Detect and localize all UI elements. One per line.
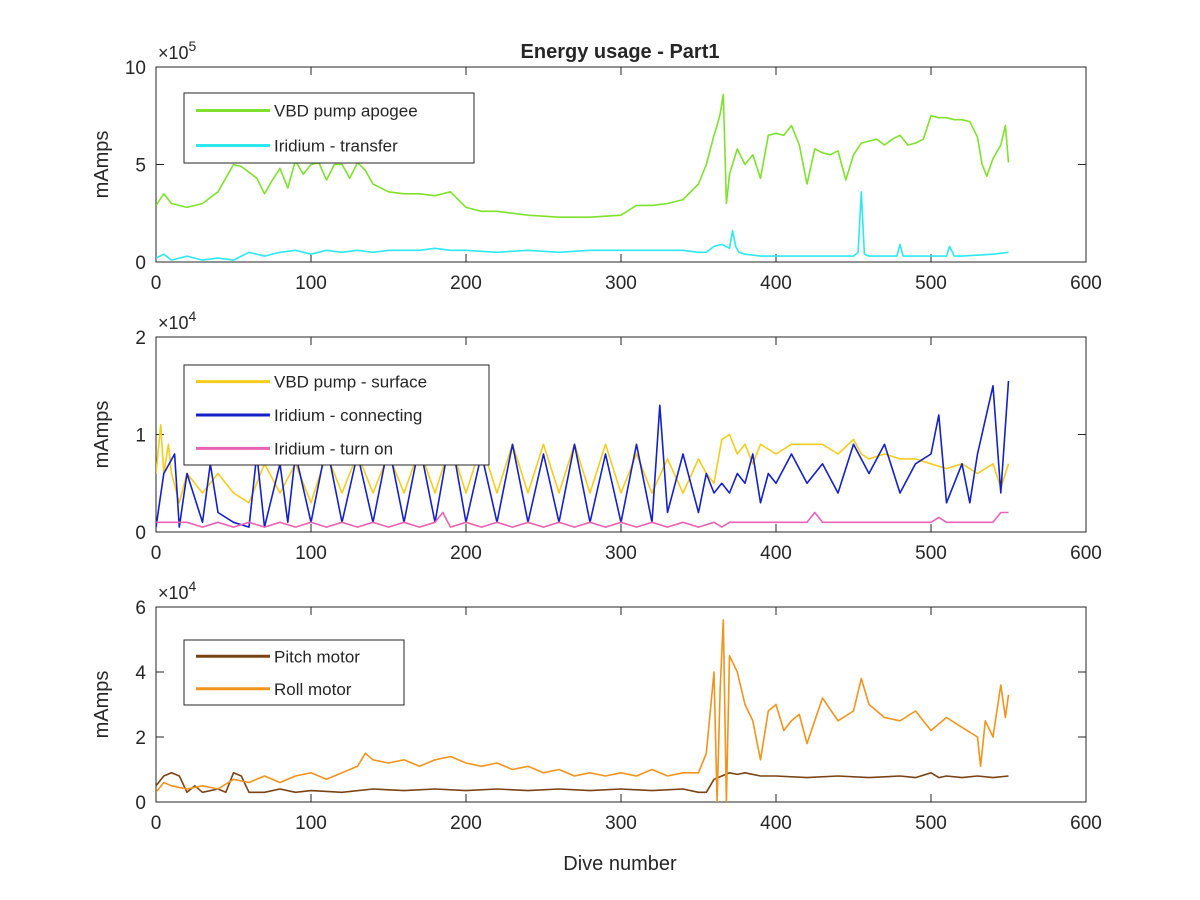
y-exponent-label: ×104 <box>158 308 197 333</box>
x-tick-label: 600 <box>1070 813 1102 834</box>
legend-label-0: VBD pump - surface <box>274 373 427 392</box>
legend-label-1: Iridium - transfer <box>274 137 398 156</box>
legend-label-2: Iridium - turn on <box>274 439 393 458</box>
x-tick-label: 300 <box>605 273 637 294</box>
y-tick-label: 10 <box>125 58 146 79</box>
series-line-1 <box>156 191 1009 261</box>
y-axis-label: mAmps <box>91 131 113 199</box>
y-tick-label: 4 <box>135 663 146 684</box>
x-tick-label: 300 <box>605 543 637 564</box>
figure-title: Energy usage - Part1 <box>521 41 720 63</box>
x-tick-label: 500 <box>915 273 947 294</box>
series-line-2 <box>156 511 1009 528</box>
y-exponent-base: ×10 <box>158 313 189 333</box>
legend-box <box>183 92 475 164</box>
y-exponent-power: 5 <box>189 38 197 54</box>
x-tick-label: 0 <box>151 273 162 294</box>
x-tick-label: 600 <box>1070 543 1102 564</box>
x-tick-label: 500 <box>915 813 947 834</box>
y-tick-label: 1 <box>135 426 146 447</box>
y-exponent-base: ×10 <box>158 43 189 63</box>
y-tick-label: 0 <box>135 523 146 544</box>
x-tick-label: 100 <box>295 273 327 294</box>
legend-label-1: Iridium - connecting <box>274 406 422 425</box>
y-tick-label: 6 <box>135 598 146 619</box>
legend-label-0: VBD pump apogee <box>274 102 418 121</box>
y-tick-label: 5 <box>135 156 146 177</box>
x-tick-label: 0 <box>151 813 162 834</box>
y-tick-label: 2 <box>135 728 146 749</box>
x-tick-label: 100 <box>295 543 327 564</box>
x-axis-label: Dive number <box>563 853 677 875</box>
x-tick-label: 300 <box>605 813 637 834</box>
series-line-0 <box>156 93 1010 218</box>
y-tick-label: 0 <box>135 793 146 814</box>
y-exponent-base: ×10 <box>158 583 189 603</box>
legend-box <box>183 639 405 706</box>
x-tick-label: 100 <box>295 813 327 834</box>
series-line-1 <box>156 380 1010 528</box>
y-exponent-power: 4 <box>189 578 197 594</box>
x-tick-label: 200 <box>450 273 482 294</box>
y-tick-label: 2 <box>135 328 146 349</box>
y-tick-label: 0 <box>135 253 146 274</box>
x-tick-label: 500 <box>915 543 947 564</box>
legend-label-0: Pitch motor <box>274 647 360 666</box>
x-tick-label: 200 <box>450 813 482 834</box>
x-tick-label: 400 <box>760 813 792 834</box>
series-line-0 <box>156 423 1010 504</box>
series-line-1 <box>156 619 1010 802</box>
legend-label-1: Roll motor <box>274 680 352 699</box>
y-exponent-power: 4 <box>189 308 197 324</box>
y-exponent-label: ×105 <box>158 38 197 63</box>
x-tick-label: 200 <box>450 543 482 564</box>
x-tick-label: 400 <box>760 273 792 294</box>
panel-middle: 0 100 200 300 400 500 600 0 1 2 ×104 mAmps VBD pump … <box>91 308 1102 564</box>
x-tick-label: 600 <box>1070 273 1102 294</box>
y-exponent-label: ×104 <box>158 578 197 603</box>
series-line-0 <box>156 771 1009 794</box>
y-axis-label: mAmps <box>91 671 113 739</box>
y-axis-label: mAmps <box>91 401 113 469</box>
x-tick-label: 400 <box>760 543 792 564</box>
x-tick-label: 0 <box>151 543 162 564</box>
